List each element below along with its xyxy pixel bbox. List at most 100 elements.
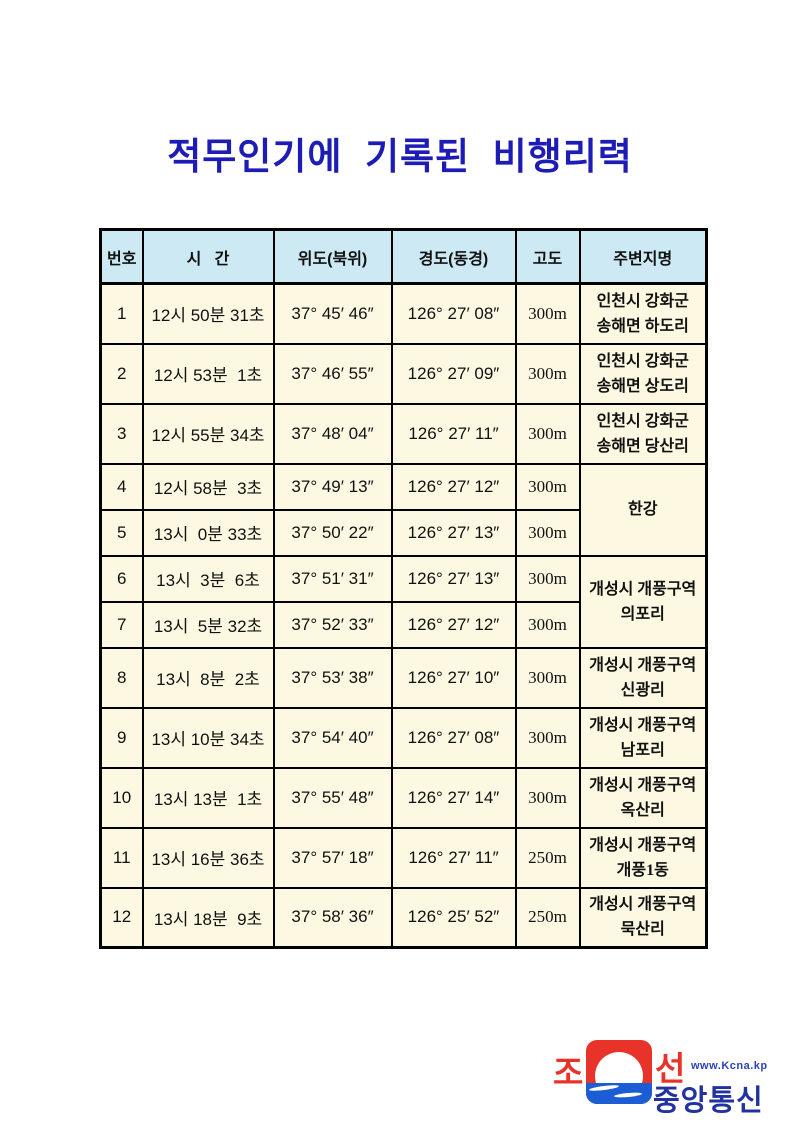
cell-longitude: 126° 27′ 11″ — [390, 826, 517, 889]
cell-time: 13시 16분 36초 — [141, 826, 275, 889]
cell-latitude: 37° 45′ 46″ — [272, 282, 393, 345]
cell-altitude: 300m — [514, 600, 581, 649]
cell-altitude: 250m — [514, 826, 581, 889]
cell-number: 6 — [99, 554, 144, 603]
header-latitude: 위도(북위) — [272, 228, 393, 285]
cell-altitude: 300m — [514, 706, 581, 769]
cell-place: 인천시 강화군 송해면 당산리 — [578, 402, 708, 465]
cell-place: 개성시 개풍구역 신광리 — [578, 646, 708, 709]
cell-time: 12시 58분 3초 — [141, 462, 275, 511]
cell-place: 개성시 개풍구역 개풍1동 — [578, 826, 708, 889]
cell-altitude: 300m — [514, 554, 581, 603]
cell-time: 12시 50분 31초 — [141, 282, 275, 345]
table-row: 8 13시 8분 2초 37° 53′ 38″ 126° 27′ 10″ 300… — [99, 646, 708, 709]
logo-subtitle: 중앙통신 — [653, 1085, 764, 1117]
header-altitude: 고도 — [514, 228, 581, 285]
cell-altitude: 300m — [514, 508, 581, 557]
table-row: 1 12시 50분 31초 37° 45′ 46″ 126° 27′ 08″ 3… — [99, 282, 708, 345]
cell-number: 8 — [99, 646, 144, 709]
cell-place: 개성시 개풍구역 남포리 — [578, 706, 708, 769]
rising-sun-emblem-icon — [586, 1040, 652, 1104]
page-title: 적무인기에 기록된 비행리력 — [167, 136, 633, 177]
cell-longitude: 126° 27′ 14″ — [390, 766, 517, 829]
cell-time: 13시 8분 2초 — [141, 646, 275, 709]
cell-latitude: 37° 53′ 38″ — [272, 646, 393, 709]
table-row: 3 12시 55분 34초 37° 48′ 04″ 126° 27′ 11″ 3… — [99, 402, 708, 465]
cell-number: 1 — [99, 282, 144, 345]
cell-altitude: 300m — [514, 402, 581, 465]
cell-altitude: 300m — [514, 646, 581, 709]
cell-latitude: 37° 48′ 04″ — [272, 402, 393, 465]
cell-altitude: 300m — [514, 766, 581, 829]
kcna-url: www.Kcna.kp — [691, 1060, 768, 1072]
table-row: 5 13시 0분 33초 37° 50′ 22″ 126° 27′ 13″ 30… — [99, 508, 707, 557]
cell-latitude: 37° 51′ 31″ — [272, 554, 393, 603]
cell-number: 9 — [99, 706, 144, 769]
cell-altitude: 250m — [514, 886, 581, 949]
cell-place-merged: 한강 — [578, 462, 708, 557]
cell-place: 인천시 강화군 송해면 상도리 — [578, 342, 708, 405]
cell-place: 개성시 개풍구역 옥산리 — [578, 766, 708, 829]
table-row: 11 13시 16분 36초 37° 57′ 18″ 126° 27′ 11″ … — [99, 826, 708, 889]
cell-latitude: 37° 57′ 18″ — [272, 826, 393, 889]
wave-icon — [613, 1091, 643, 1099]
cell-time: 12시 53분 1초 — [141, 342, 275, 405]
cell-time: 13시 10분 34초 — [141, 706, 275, 769]
cell-latitude: 37° 52′ 33″ — [272, 600, 393, 649]
table-row: 4 12시 58분 3초 37° 49′ 13″ 126° 27′ 12″ 30… — [99, 462, 708, 557]
header-time: 시 간 — [141, 228, 275, 285]
table-row: 7 13시 5분 32초 37° 52′ 33″ 126° 27′ 12″ 30… — [99, 600, 707, 649]
cell-time: 13시 3분 6초 — [141, 554, 275, 603]
logo-char-seon: 선 — [655, 1050, 686, 1087]
cell-place-merged: 개성시 개풍구역 의포리 — [578, 554, 708, 649]
header-longitude: 경도(동경) — [390, 228, 517, 285]
cell-latitude: 37° 55′ 48″ — [272, 766, 393, 829]
cell-time: 13시 13분 1초 — [141, 766, 275, 829]
cell-longitude: 126° 27′ 12″ — [390, 462, 517, 511]
cell-latitude: 37° 54′ 40″ — [272, 706, 393, 769]
cell-number: 11 — [99, 826, 144, 889]
cell-longitude: 126° 27′ 13″ — [390, 554, 517, 603]
table-row: 6 13시 3분 6초 37° 51′ 31″ 126° 27′ 13″ 300… — [99, 554, 708, 649]
cell-altitude: 300m — [514, 282, 581, 345]
cell-longitude: 126° 25′ 52″ — [390, 886, 517, 949]
cell-number: 4 — [99, 462, 144, 511]
cell-number: 10 — [99, 766, 144, 829]
header-number: 번호 — [99, 228, 144, 285]
table-row: 10 13시 13분 1초 37° 55′ 48″ 126° 27′ 14″ 3… — [99, 766, 708, 829]
cell-number: 3 — [99, 402, 144, 465]
logo-char-jo: 조 — [553, 1054, 584, 1091]
cell-latitude: 37° 49′ 13″ — [272, 462, 393, 511]
cell-number: 5 — [99, 508, 144, 557]
cell-latitude: 37° 46′ 55″ — [272, 342, 393, 405]
cell-time: 13시 5분 32초 — [141, 600, 275, 649]
cell-longitude: 126° 27′ 09″ — [390, 342, 517, 405]
cell-time: 12시 55분 34초 — [141, 402, 275, 465]
cell-longitude: 126° 27′ 10″ — [390, 646, 517, 709]
table-header-row: 번호 시 간 위도(북위) 경도(동경) 고도 주변지명 — [99, 228, 708, 285]
table-row: 12 13시 18분 9초 37° 58′ 36″ 126° 25′ 52″ 2… — [99, 886, 708, 949]
cell-number: 2 — [99, 342, 144, 405]
cell-altitude: 300m — [514, 462, 581, 511]
cell-longitude: 126° 27′ 08″ — [390, 706, 517, 769]
header-place: 주변지명 — [578, 228, 708, 285]
cell-longitude: 126° 27′ 12″ — [390, 600, 517, 649]
water-icon — [586, 1083, 652, 1104]
cell-longitude: 126° 27′ 11″ — [390, 402, 517, 465]
table-row: 2 12시 53분 1초 37° 46′ 55″ 126° 27′ 09″ 30… — [99, 342, 708, 405]
cell-time: 13시 0분 33초 — [141, 508, 275, 557]
cell-longitude: 126° 27′ 13″ — [390, 508, 517, 557]
flight-history-table: 번호 시 간 위도(북위) 경도(동경) 고도 주변지명 1 12시 50분 3… — [99, 228, 708, 949]
cell-time: 13시 18분 9초 — [141, 886, 275, 949]
wave-icon — [588, 1084, 620, 1092]
cell-place: 개성시 개풍구역 묵산리 — [578, 886, 708, 949]
cell-longitude: 126° 27′ 08″ — [390, 282, 517, 345]
kcna-logo: 조 선 www.Kcna.kp 중앙통신 — [553, 1040, 800, 1117]
cell-latitude: 37° 50′ 22″ — [272, 508, 393, 557]
cell-place: 인천시 강화군 송해면 하도리 — [578, 282, 708, 345]
cell-latitude: 37° 58′ 36″ — [272, 886, 393, 949]
cell-number: 7 — [99, 600, 144, 649]
cell-number: 12 — [99, 886, 144, 949]
cell-altitude: 300m — [514, 342, 581, 405]
